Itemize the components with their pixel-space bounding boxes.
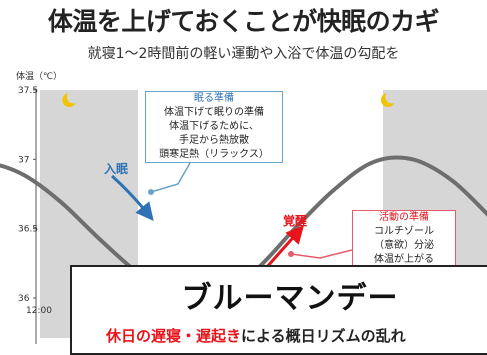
page-title: 体温を上げておくことが快眠のカギ <box>47 7 440 36</box>
blue-monday-title: ブルーマンデー <box>181 281 399 316</box>
sleep-box-connector <box>150 162 191 193</box>
wake-label: 覚醒 <box>283 214 308 228</box>
y-tick-label: 36.5 <box>18 225 38 235</box>
sleep-onset-arrow <box>111 174 154 221</box>
sleep-preparation-box: 眠る準備 体温下げて眠りの準備 体温下げるために、 手足から熱放散 頭寒足熱（リ… <box>145 91 283 163</box>
sleep-box-line: 体温下げて眠りの準備 <box>164 107 264 118</box>
activity-box-line: （意欲）分泌 <box>374 240 434 251</box>
activity-box-connector-dot <box>288 251 294 257</box>
blue-monday-subtitle: 休日の遅寝・遅起きによる概日リズムの乱れ <box>106 325 406 346</box>
x-tick-label: 12:00 <box>26 306 52 316</box>
late-sleep-text: 休日の遅寝・遅起き <box>106 327 242 345</box>
sleep-box-line: 手足から熱放散 <box>179 135 249 146</box>
blue-monday-panel: ブルーマンデー 休日の遅寝・遅起きによる概日リズムの乱れ <box>70 265 487 355</box>
y-axis-label: 体温（℃） <box>16 72 63 82</box>
activity-box-title: 活動の準備 <box>379 212 429 223</box>
y-tick-label: 37.5 <box>18 86 38 96</box>
activity-box-line: 体温が上がる <box>374 254 434 265</box>
y-tick-label: 37 <box>18 155 29 165</box>
y-tick-label: 36 <box>18 294 30 304</box>
moon-icon <box>380 90 399 107</box>
activity-box-line: コルチゾール <box>374 226 434 237</box>
activity-preparation-box: 活動の準備 コルチゾール （意欲）分泌 体温が上がる <box>352 210 456 272</box>
moon-icon <box>62 90 80 107</box>
rhythm-disruption-text: による概日リズムの乱れ <box>241 327 406 345</box>
page-subtitle: 就寝1～2時間前の軽い運動や入浴で体温の勾配を <box>87 46 400 62</box>
activity-box-connector <box>290 249 353 259</box>
sleep-box-title: 眠る準備 <box>194 93 234 104</box>
sleep-onset-label: 入眠 <box>104 162 129 176</box>
sleep-box-line: 頭寒足熱（リラックス） <box>159 149 269 160</box>
sleep-box-line: 体温下げるために、 <box>169 121 259 132</box>
wake-arrow <box>264 225 304 269</box>
sleep-box-connector-dot <box>148 189 154 195</box>
